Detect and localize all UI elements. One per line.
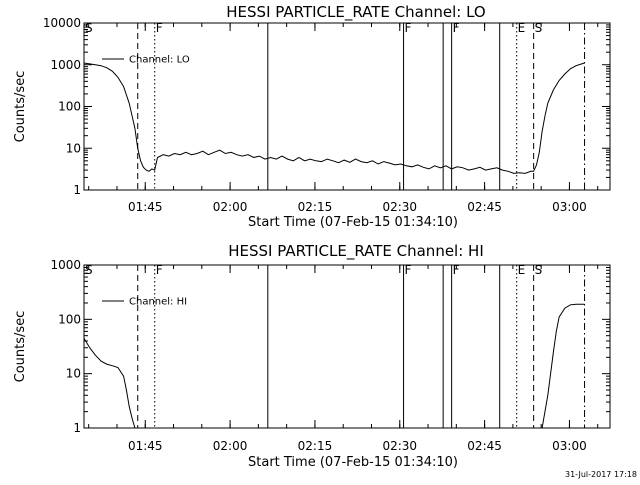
x-tick-label: 02:15 <box>298 200 333 214</box>
x-tick-label: 02:00 <box>213 439 248 453</box>
event-marker-label-8: E <box>518 263 526 277</box>
y-tick-label: 1 <box>73 183 81 197</box>
event-marker-label-0: S <box>85 263 93 277</box>
panel-lo: HESSI PARTICLE_RATE Channel: LO S F F F E S11… <box>13 3 611 230</box>
y-tick-label: 1000 <box>50 58 81 72</box>
event-marker-label-2: F <box>156 263 163 277</box>
panel-hi: HESSI PARTICLE_RATE Channel: HI S F F F E S11… <box>13 242 611 470</box>
x-tick-label: 01:45 <box>128 200 163 214</box>
plot-frame <box>83 264 611 429</box>
event-marker-label-0: S <box>85 21 93 35</box>
series-line-0 <box>83 303 585 429</box>
y-tick-label: 1 <box>73 421 81 435</box>
legend-label: Channel: HI <box>129 297 187 308</box>
x-tick-label: 02:30 <box>382 200 417 214</box>
chart-title-hi: HESSI PARTICLE_RATE Channel: HI <box>228 242 484 261</box>
x-tick-label: 03:00 <box>552 439 587 453</box>
event-marker-label-2: F <box>156 21 163 35</box>
y-axis-label: Counts/sec <box>13 311 28 383</box>
x-tick-label: 03:00 <box>552 200 587 214</box>
datestamp: 31-Jul-2017 17:18 <box>565 470 637 479</box>
legend-label: Channel: LO <box>129 55 190 66</box>
x-tick-label: 01:45 <box>128 439 163 453</box>
x-axis-label: Start Time (07-Feb-15 01:34:10) <box>248 215 458 230</box>
event-marker-label-9: S <box>535 21 543 35</box>
event-marker-label-6: F <box>453 21 460 35</box>
y-tick-label: 1000 <box>50 258 81 272</box>
event-marker-label-9: S <box>535 263 543 277</box>
y-tick-label: 10000 <box>43 16 81 30</box>
y-tick-label: 100 <box>58 100 81 114</box>
y-tick-label: 10 <box>66 141 81 155</box>
chart-title-lo: HESSI PARTICLE_RATE Channel: LO <box>226 3 485 22</box>
x-tick-label: 02:45 <box>467 439 502 453</box>
x-tick-label: 02:00 <box>213 200 248 214</box>
event-marker-label-4: F <box>405 263 412 277</box>
x-tick-label: 02:30 <box>382 439 417 453</box>
x-axis-label: Start Time (07-Feb-15 01:34:10) <box>248 455 458 470</box>
x-tick-label: 02:45 <box>467 200 502 214</box>
event-marker-label-8: E <box>518 21 526 35</box>
series-line-0 <box>83 62 585 174</box>
plot-frame <box>83 22 611 191</box>
event-marker-label-4: F <box>405 21 412 35</box>
event-marker-label-6: F <box>453 263 460 277</box>
y-tick-label: 100 <box>58 312 81 326</box>
y-axis-label: Counts/sec <box>13 71 28 143</box>
y-tick-label: 10 <box>66 367 81 381</box>
x-tick-label: 02:15 <box>298 439 333 453</box>
